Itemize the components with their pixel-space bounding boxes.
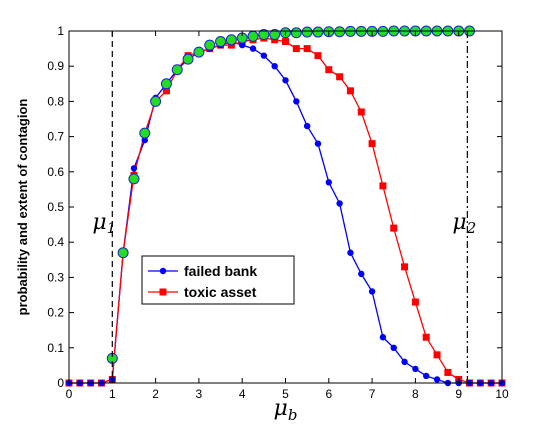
failed-bank-point (260, 52, 268, 59)
x-tick-label: 2 (152, 387, 159, 401)
contagion-point (182, 53, 194, 65)
x-axis-title: μb (274, 396, 298, 424)
failed-bank-point (423, 372, 430, 380)
y-tick-label: 1 (57, 24, 64, 38)
toxic-asset-point (162, 87, 170, 95)
y-axis-title: probability and extent of contagion (15, 99, 30, 316)
x-tick-label: 0 (66, 387, 73, 401)
contagion-point (334, 26, 346, 38)
toxic-asset-point (433, 351, 441, 359)
y-tick-label: 0 (57, 376, 64, 390)
toxic-asset-point (444, 368, 452, 376)
failed-bank-point (293, 98, 300, 105)
failed-bank-point (412, 365, 419, 373)
toxic-asset-point (336, 73, 344, 81)
failed-bank-point (303, 122, 311, 130)
toxic-asset-point (314, 52, 322, 60)
failed-bank-point (130, 165, 138, 172)
x-tick-label: 4 (239, 387, 246, 401)
failed-bank-point (249, 45, 257, 52)
contagion-point (301, 26, 313, 38)
contagion-point (128, 173, 140, 185)
toxic-asset-point (346, 87, 354, 95)
contagion-point (247, 30, 259, 42)
y-tick-label: 0.8 (47, 94, 64, 108)
failed-bank-point (390, 344, 397, 351)
mu-2-label: μ2 (452, 210, 476, 237)
reference-lines: μ1 μ2 (92, 31, 476, 383)
toxic-asset-point (390, 224, 398, 232)
toxic-asset-point (379, 182, 387, 190)
toxic-asset-point (357, 108, 365, 116)
failed-bank-point (282, 77, 289, 84)
failed-bank-point (271, 62, 278, 70)
failed-bank-point (314, 140, 322, 147)
y-tick-label: 0.3 (47, 270, 64, 284)
failed-bank-point (358, 270, 365, 278)
contagion-point (204, 39, 216, 51)
contagion-point (171, 64, 183, 76)
toxic-asset-point (368, 140, 376, 148)
x-tick-label: 7 (369, 387, 376, 401)
failed-bank-point (141, 136, 148, 144)
failed-bank-point (347, 249, 354, 256)
contagion-point (117, 247, 129, 259)
x-tick-label: 5 (282, 387, 289, 401)
failed-bank-point (368, 288, 376, 295)
toxic-asset-point (422, 333, 430, 341)
y-tick-label: 0.5 (47, 200, 64, 214)
y-axis-ticks: 0 0.1 0.2 0.3 0.4 0.5 0.6 0.7 0.8 0.9 1 (47, 24, 502, 390)
x-tick-label: 9 (455, 387, 462, 401)
y-tick-label: 0.6 (47, 165, 64, 179)
legend: failed bank toxic asset (141, 255, 295, 305)
legend-label: toxic asset (184, 284, 257, 300)
failed-bank-point (433, 376, 441, 383)
contagion-point (150, 95, 162, 107)
contagion-point (139, 127, 151, 139)
legend-label: failed bank (184, 263, 257, 279)
legend-box (141, 255, 295, 305)
x-axis-ticks: 0 1 2 3 4 5 6 7 8 9 10 (66, 31, 509, 401)
legend-swatch-marker (159, 267, 167, 275)
series-line-1 (69, 37, 502, 384)
y-tick-label: 0.9 (47, 59, 64, 73)
contagion-point (312, 26, 324, 38)
y-tick-label: 0.4 (47, 235, 64, 249)
toxic-asset-point (401, 263, 409, 271)
series-line-0 (69, 40, 502, 384)
mu-1-label: μ1 (92, 210, 116, 237)
contagion-point (258, 29, 270, 41)
contagion-point (215, 36, 227, 48)
toxic-asset-point (292, 45, 300, 53)
x-tick-label: 8 (412, 387, 419, 401)
toxic-asset-point (325, 66, 333, 74)
plot-frame (68, 30, 503, 384)
y-tick-label: 0.2 (47, 306, 64, 320)
legend-swatch-marker (159, 288, 167, 296)
x-tick-label: 1 (109, 387, 116, 401)
failed-bank-point (379, 334, 387, 341)
toxic-asset-point (282, 38, 289, 46)
contagion-point (160, 78, 172, 90)
contagion-point (290, 27, 302, 39)
contagion-point (269, 29, 281, 41)
x-tick-label: 10 (495, 387, 509, 401)
plot-markers (65, 25, 506, 387)
toxic-asset-point (411, 298, 419, 306)
y-tick-label: 0.7 (47, 130, 64, 144)
toxic-asset-point (303, 45, 311, 53)
failed-bank-point (401, 358, 408, 366)
failed-bank-point (239, 41, 246, 49)
failed-bank-point (336, 200, 343, 207)
contagion-point (193, 46, 205, 58)
x-tick-label: 6 (325, 387, 332, 401)
x-tick-label: 3 (196, 387, 203, 401)
y-tick-label: 0.1 (47, 341, 64, 355)
plot-lines (69, 37, 502, 384)
contagion-point (225, 34, 237, 46)
failed-bank-point (325, 179, 332, 186)
